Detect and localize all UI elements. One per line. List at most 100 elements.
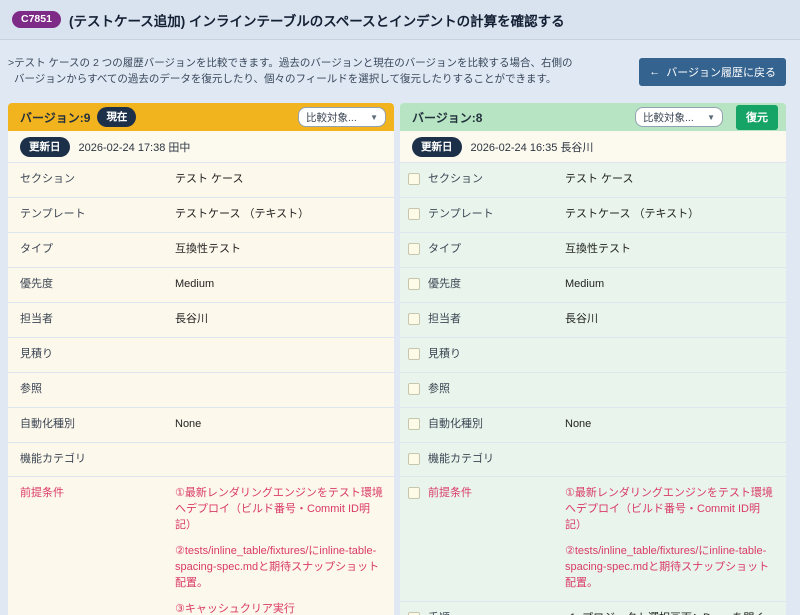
field-value: Medium [175,277,215,290]
field-value: None [175,417,202,430]
field-checkbox[interactable] [408,417,420,430]
precondition-paragraph: ①最新レンダリングエンジンをテスト環境へデプロイ（ビルド番号・Commit ID… [565,487,773,532]
restore-button[interactable]: 復元 [736,104,778,130]
left-compare-dropdown-value: 比較対象... [306,111,357,124]
step-item: プロジェクト選択画面：Demoを開く [582,611,776,615]
precondition-paragraph: ②tests/inline_table/fixtures/にinline-tab… [175,545,380,590]
field-row: セクション テスト ケース [8,163,394,198]
right-updated-text: 2026-02-24 16:35 長谷川 [470,141,594,154]
field-value: 互換性テスト [175,242,241,255]
field-row: 手順プロジェクト選択画面：Demoを開く文書選択画面へ遷移する「文書確認」から「… [400,602,786,615]
right-updated-badge: 更新日 [412,136,462,157]
field-label: 参照 [428,382,450,395]
field-row: テンプレート テストケース （テキスト） [400,198,786,233]
field-row: 優先度 Medium [400,268,786,303]
field-value: 互換性テスト [565,242,631,255]
field-label: 自動化種別 [428,417,483,430]
field-row: 担当者 長谷川 [400,303,786,338]
chevron-down-icon: ▼ [707,112,715,122]
field-value: Medium [565,277,605,290]
steps-list: プロジェクト選択画面：Demoを開く文書選択画面へ遷移する「文書確認」から「バー… [565,611,776,615]
field-checkbox[interactable] [408,242,420,255]
page-title: (テストケース追加) インラインテーブルのスペースとインデントの計算を確認する [68,13,565,29]
field-label: タイプ [428,242,461,255]
field-label: 見積り [20,347,53,360]
field-label: 見積り [428,347,461,360]
left-panel-header: バージョン:9 現在 比較対象... ▼ [8,103,394,131]
field-checkbox[interactable] [408,173,420,185]
right-field-rows: セクション テスト ケーステンプレート テストケース （テキスト） タイプ 互換性テスト… [400,163,786,615]
case-id-badge: C7851 [12,11,61,28]
field-checkbox[interactable] [408,207,420,220]
field-checkbox[interactable] [408,312,420,325]
left-updated-row: 更新日 2026-02-24 17:38 田中 [8,131,394,163]
field-row: 参照 [8,373,394,408]
field-checkbox[interactable] [408,382,420,395]
field-row: 参照 [400,373,786,408]
field-value: テスト ケース [565,173,634,185]
back-to-version-history-button[interactable]: ← バージョン履歴に戻る [639,57,786,86]
field-value: None [565,417,592,430]
right-compare-dropdown-value: 比較対象... [643,111,694,124]
field-label: 機能カテゴリ [20,452,86,465]
field-label: 参照 [20,382,42,395]
field-label: 優先度 [428,277,461,290]
field-label: 機能カテゴリ [428,452,494,465]
field-row: 自動化種別 None [8,408,394,443]
precondition-paragraph: ①最新レンダリングエンジンをテスト環境へデプロイ（ビルド番号・Commit ID… [175,487,383,532]
field-checkbox[interactable] [408,277,420,290]
field-label: テンプレート [20,207,86,220]
field-label: 自動化種別 [20,417,75,430]
version-panel-current: バージョン:9 現在 比較対象... ▼ 更新日 2026-02-24 17:3… [8,103,394,615]
field-row: 見積り [8,338,394,373]
field-value: テスト ケース [175,173,244,185]
field-label: 前提条件 [20,487,64,500]
field-value: ①最新レンダリングエンジンをテスト環境へデプロイ（ビルド番号・Commit ID… [175,486,384,615]
precondition-paragraph: ③キャッシュクリア実行 [175,603,295,615]
field-label: 優先度 [20,277,53,290]
left-updated-text: 2026-02-24 17:38 田中 [78,141,191,154]
right-panel-header: バージョン:8 比較対象... ▼ 復元 [400,103,786,131]
field-label: 前提条件 [428,487,472,500]
notice-section: >テスト ケースの 2 つの履歴バージョンを比較できます。過去のバージョンと現在… [0,40,800,103]
left-updated-badge: 更新日 [20,136,70,157]
field-label: テンプレート [428,207,494,220]
field-label: 担当者 [20,312,53,325]
field-row: 機能カテゴリ [400,443,786,478]
back-arrow-icon: ← [649,65,661,78]
field-label: タイプ [20,242,53,255]
chevron-down-icon: ▼ [370,112,378,122]
field-value: 長谷川 [175,312,208,325]
field-value: ①最新レンダリングエンジンをテスト環境へデプロイ（ビルド番号・Commit ID… [565,486,776,592]
left-compare-dropdown[interactable]: 比較対象... ▼ [298,107,386,127]
field-label: 担当者 [428,312,461,325]
field-row: 担当者 長谷川 [8,303,394,338]
field-checkbox[interactable] [408,612,420,615]
field-row: 機能カテゴリ [8,443,394,478]
notice-text: >テスト ケースの 2 つの履歴バージョンを比較できます。過去のバージョンと現在… [8,56,639,86]
field-row: 見積り [400,338,786,373]
version-panel-previous: バージョン:8 比較対象... ▼ 復元 更新日 2026-02-24 16:3… [400,103,786,615]
field-label: 手順 [428,611,565,615]
field-value: プロジェクト選択画面：Demoを開く文書選択画面へ遷移する「文書確認」から「バー… [565,611,776,615]
back-button-label: バージョン履歴に戻る [666,66,776,79]
field-label: セクション [20,173,75,185]
current-badge: 現在 [97,107,137,127]
field-row: 前提条件 ①最新レンダリングエンジンをテスト環境へデプロイ（ビルド番号・Commi… [8,477,394,615]
right-updated-row: 更新日 2026-02-24 16:35 長谷川 [400,131,786,163]
field-value: 長谷川 [565,312,598,325]
left-field-rows: セクション テスト ケーステンプレート テストケース （テキスト） タイプ 互換性テスト… [8,163,394,615]
field-row: セクション テスト ケース [400,163,786,198]
field-checkbox[interactable] [408,487,420,500]
field-checkbox[interactable] [408,452,420,465]
field-row: テンプレート テストケース （テキスト） [8,198,394,233]
right-compare-dropdown[interactable]: 比較対象... ▼ [635,107,723,127]
comparison-panels: バージョン:9 現在 比較対象... ▼ 更新日 2026-02-24 17:3… [0,103,800,615]
precondition-paragraph: ②tests/inline_table/fixtures/にinline-tab… [565,545,770,590]
field-row: タイプ 互換性テスト [8,233,394,268]
field-row: タイプ 互換性テスト [400,233,786,268]
left-version-label: バージョン:9 [20,110,91,125]
field-value: テストケース （テキスト） [565,207,700,220]
field-row: 自動化種別 None [400,408,786,443]
field-checkbox[interactable] [408,347,420,360]
